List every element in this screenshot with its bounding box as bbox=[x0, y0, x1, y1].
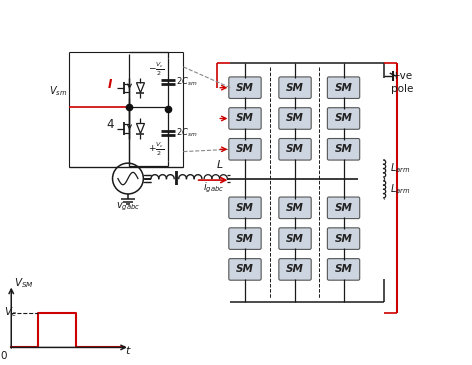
FancyBboxPatch shape bbox=[279, 197, 311, 219]
Text: $2C_{sm}$: $2C_{sm}$ bbox=[177, 127, 198, 139]
FancyBboxPatch shape bbox=[328, 108, 360, 129]
Text: $v_{gabc}$: $v_{gabc}$ bbox=[116, 200, 140, 212]
Text: $2C_{sm}$: $2C_{sm}$ bbox=[177, 76, 198, 88]
Text: $V_c$: $V_c$ bbox=[4, 306, 17, 319]
Text: SM: SM bbox=[286, 83, 304, 93]
FancyBboxPatch shape bbox=[328, 77, 360, 99]
FancyBboxPatch shape bbox=[229, 77, 261, 99]
Text: $+\frac{V_c}{2}$: $+\frac{V_c}{2}$ bbox=[148, 140, 165, 158]
Text: I: I bbox=[108, 78, 112, 91]
FancyBboxPatch shape bbox=[328, 259, 360, 280]
Text: SM: SM bbox=[335, 114, 353, 123]
FancyBboxPatch shape bbox=[279, 108, 311, 129]
FancyBboxPatch shape bbox=[328, 197, 360, 219]
Text: 4: 4 bbox=[107, 119, 114, 131]
Text: SM: SM bbox=[286, 144, 304, 154]
FancyBboxPatch shape bbox=[279, 77, 311, 99]
Text: +ve
pole: +ve pole bbox=[391, 71, 413, 93]
Text: SM: SM bbox=[236, 114, 254, 123]
FancyBboxPatch shape bbox=[229, 138, 261, 160]
FancyBboxPatch shape bbox=[279, 259, 311, 280]
Text: 0: 0 bbox=[0, 351, 7, 361]
Text: SM: SM bbox=[236, 203, 254, 213]
FancyBboxPatch shape bbox=[328, 138, 360, 160]
Text: SM: SM bbox=[335, 203, 353, 213]
Text: SM: SM bbox=[236, 234, 254, 243]
Text: SM: SM bbox=[236, 264, 254, 274]
Text: $L_{arm}$: $L_{arm}$ bbox=[390, 182, 410, 196]
Text: SM: SM bbox=[335, 144, 353, 154]
Text: $V_{sm}$: $V_{sm}$ bbox=[49, 84, 67, 98]
Text: SM: SM bbox=[236, 83, 254, 93]
FancyBboxPatch shape bbox=[229, 197, 261, 219]
FancyBboxPatch shape bbox=[328, 228, 360, 249]
Text: $L$: $L$ bbox=[216, 158, 223, 170]
FancyBboxPatch shape bbox=[279, 228, 311, 249]
Text: SM: SM bbox=[286, 203, 304, 213]
Text: SM: SM bbox=[335, 83, 353, 93]
Text: SM: SM bbox=[286, 234, 304, 243]
Text: SM: SM bbox=[236, 144, 254, 154]
Text: SM: SM bbox=[286, 264, 304, 274]
Text: $L_{arm}$: $L_{arm}$ bbox=[390, 162, 410, 176]
Text: $t$: $t$ bbox=[126, 345, 132, 356]
FancyBboxPatch shape bbox=[229, 259, 261, 280]
FancyBboxPatch shape bbox=[229, 228, 261, 249]
Text: $V_{SM}$: $V_{SM}$ bbox=[14, 276, 34, 290]
Text: $-\frac{V_c}{2}$: $-\frac{V_c}{2}$ bbox=[148, 61, 165, 78]
Text: $i_{gabc}$: $i_{gabc}$ bbox=[203, 181, 224, 195]
Text: SM: SM bbox=[335, 234, 353, 243]
FancyBboxPatch shape bbox=[279, 138, 311, 160]
Text: SM: SM bbox=[335, 264, 353, 274]
FancyBboxPatch shape bbox=[229, 108, 261, 129]
Text: SM: SM bbox=[286, 114, 304, 123]
